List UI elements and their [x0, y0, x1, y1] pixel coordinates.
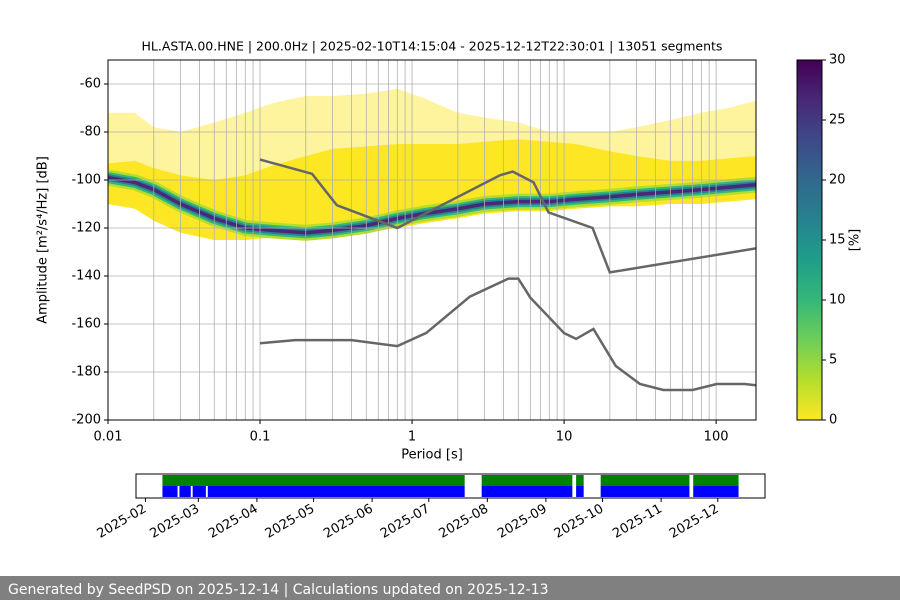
x-tick-label: 2025-03 [148, 502, 203, 542]
x-tick-label: 0.01 [94, 430, 123, 445]
y-tick-label: -120 [71, 221, 101, 236]
y-tick-label: -200 [71, 413, 101, 428]
chart-title: HL.ASTA.00.HNE | 200.0Hz | 2025-02-10T14… [142, 39, 723, 54]
footer-text: Generated by SeedPSD on 2025-12-14 | Cal… [8, 582, 549, 598]
plot-area [108, 60, 756, 420]
colorbar-tick-label: 25 [829, 113, 846, 128]
availability-bar [693, 475, 739, 486]
x-tick-label: 2025-11 [610, 502, 665, 542]
availability-bar [179, 486, 191, 497]
colorbar-tick-label: 0 [829, 413, 837, 428]
colorbar-label: [%] [848, 229, 863, 252]
availability-bar [576, 486, 584, 497]
y-tick-label: -180 [71, 365, 101, 380]
y-axis-label: Amplitude [m²/s⁴/Hz] [dB] [36, 156, 51, 324]
availability-bar [207, 486, 465, 497]
x-tick-label: 2025-07 [378, 502, 433, 542]
availability-bar [162, 486, 178, 497]
x-tick-label: 2025-06 [321, 502, 376, 542]
availability-bar [481, 486, 573, 497]
sparse-density [108, 88, 756, 180]
colorbar-tick-label: 5 [829, 353, 837, 368]
x-tick-label: 1 [408, 430, 416, 445]
colorbar-tick-label: 20 [829, 173, 846, 188]
colorbar-tick-label: 30 [829, 53, 846, 68]
x-axis-label: Period [s] [401, 448, 463, 463]
colorbar-tick-label: 10 [829, 293, 846, 308]
x-tick-label: 100 [704, 430, 729, 445]
x-tick-label: 2025-08 [437, 502, 492, 542]
y-tick-label: -160 [71, 317, 101, 332]
colorbar [796, 59, 823, 421]
x-tick-label: 2025-02 [95, 502, 150, 542]
availability-bar [693, 486, 739, 497]
x-tick-label: 0.1 [250, 430, 271, 445]
x-tick-label: 2025-12 [667, 502, 722, 542]
y-tick-label: -60 [80, 77, 101, 92]
x-tick-label: 2025-10 [552, 502, 607, 542]
noise-model [259, 158, 756, 274]
availability-frame [135, 473, 766, 499]
x-tick-label: 2025-09 [495, 502, 550, 542]
availability-bar [600, 475, 690, 486]
dense-density [108, 139, 756, 240]
availability-bar [162, 475, 465, 486]
axes-frame [107, 59, 757, 421]
x-tick-label: 2025-04 [206, 502, 261, 542]
availability-bar [192, 486, 206, 497]
footer-bar [0, 576, 900, 600]
y-tick-label: -80 [80, 125, 101, 140]
x-tick-label: 10 [556, 430, 573, 445]
availability-bar [600, 486, 690, 497]
availability-bar [481, 475, 573, 486]
availability-bar [576, 475, 584, 486]
y-tick-label: -140 [71, 269, 101, 284]
noise-model [259, 277, 756, 392]
x-tick-label: 2025-05 [263, 502, 318, 542]
y-tick-label: -100 [71, 173, 101, 188]
colorbar-tick-label: 15 [829, 233, 846, 248]
